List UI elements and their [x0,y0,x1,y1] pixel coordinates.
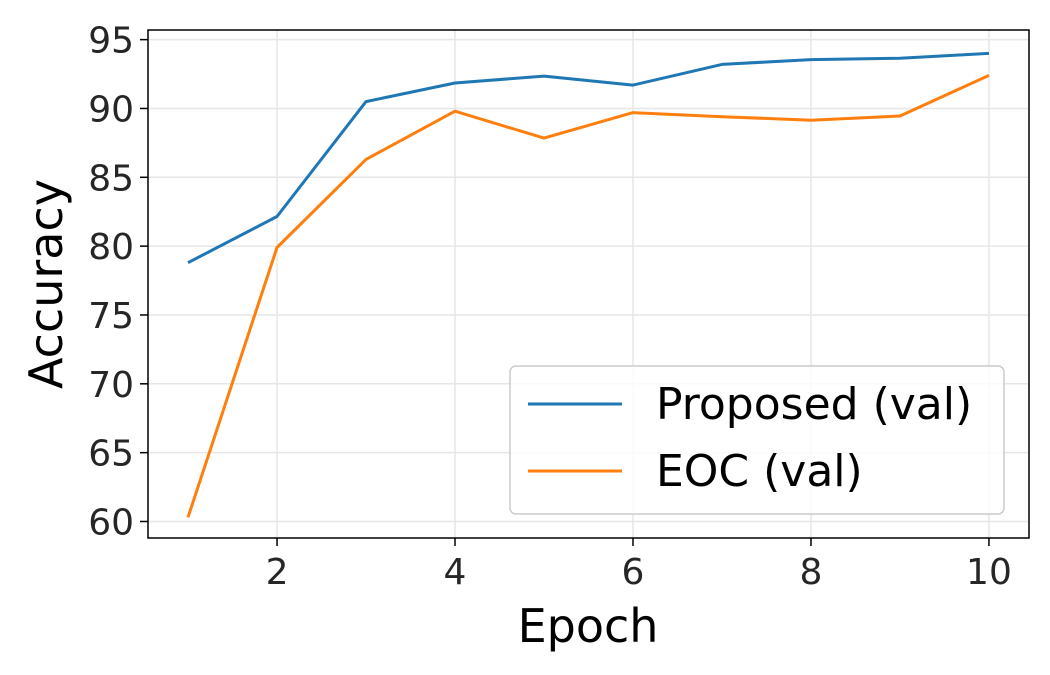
legend-box [509,365,1005,515]
x-tick-label: 10 [966,552,1012,593]
y-tick-label: 95 [88,21,134,62]
y-axis-label: Accuracy [19,179,73,389]
y-tick-label: 65 [88,434,134,475]
series-lines [186,51,990,518]
series-line-1 [187,51,990,265]
y-tick-label: 60 [88,502,134,543]
x-tick-label: 6 [622,552,645,593]
y-tick-label: 70 [88,365,134,406]
x-tick-label: 8 [800,552,823,593]
x-tick-label: 2 [266,552,289,593]
x-tick-label: 4 [444,552,467,593]
ticks: 2 4 6 8 10 60 65 70 75 80 85 90 95 [88,21,1012,593]
y-tick-label: 85 [88,158,134,199]
legend: Proposed (val) EOC (val) [509,365,1005,515]
x-axis-label: Epoch [518,599,659,653]
legend-label: EOC (val) [656,446,863,497]
y-tick-label: 90 [88,89,134,130]
y-tick-label: 80 [88,227,134,268]
y-tick-label: 75 [88,296,134,337]
axes-frame [147,29,1030,539]
series-line-2 [186,74,990,518]
grid [148,30,1029,538]
legend-label: Proposed (val) [656,379,972,430]
